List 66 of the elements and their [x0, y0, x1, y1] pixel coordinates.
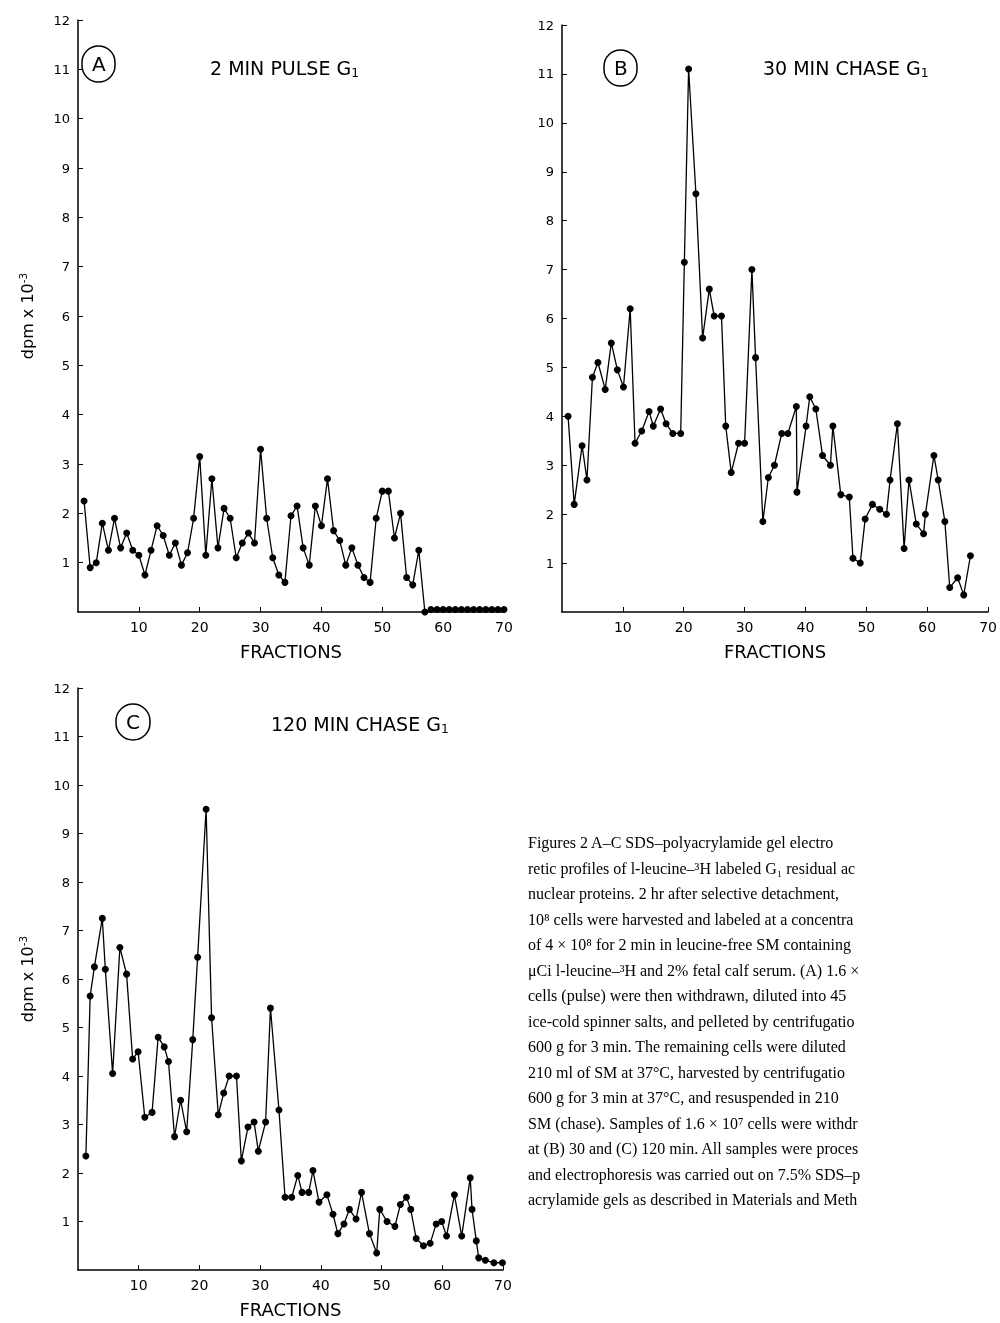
y-tick-label: 9 [545, 164, 554, 180]
y-tick-label: 6 [545, 311, 554, 326]
y-tick-label: 7 [545, 262, 554, 278]
y-tick-label: 7 [61, 259, 70, 275]
x-tick-label: 20 [190, 1277, 209, 1293]
x-tick-label: 10 [129, 1277, 148, 1293]
y-tick-label: 3 [61, 1117, 70, 1132]
y-tick-label: 12 [53, 12, 70, 28]
x-tick-label: 50 [372, 1277, 391, 1293]
y-tick-label: 8 [545, 213, 554, 229]
y-tick-label: 5 [61, 1020, 70, 1035]
x-tick-label: 30 [251, 1277, 270, 1293]
x-tick-label: 40 [796, 619, 815, 635]
x-tick-label: 70 [495, 619, 513, 635]
x-tick-label: 50 [373, 619, 392, 635]
annotation: A [92, 52, 106, 76]
y-tick-label: 2 [61, 1165, 70, 1181]
y-tick-label: 10 [53, 111, 70, 127]
y-tick-label: 11 [537, 66, 554, 82]
x-tick-label: 60 [918, 619, 937, 635]
y-tick-label: 6 [61, 308, 70, 324]
y-tick-label: 2 [545, 506, 554, 522]
x-tick-label: 30 [735, 619, 754, 635]
x-tick-label: 60 [433, 1277, 452, 1293]
y-tick-label: 8 [61, 209, 70, 225]
y-tick-label: 8 [61, 874, 70, 890]
x-tick-label: 20 [674, 619, 693, 635]
y-tick-label: 10 [53, 777, 70, 793]
y-axis-title: dpm x 10-3 [17, 272, 37, 360]
y-tick-label: 9 [61, 160, 70, 176]
y-tick-label: 10 [537, 115, 554, 131]
y-tick-label: 12 [53, 680, 70, 696]
y-tick-label: 4 [61, 1068, 70, 1084]
x-tick-label: 40 [311, 1277, 330, 1293]
x-axis-title: FRACTIONS [724, 640, 827, 662]
y-tick-label: 4 [61, 407, 70, 423]
x-tick-label: 10 [129, 619, 148, 635]
y-tick-label: 5 [61, 357, 70, 373]
x-tick-label: 40 [312, 619, 331, 635]
y-tick-label: 5 [545, 359, 554, 375]
x-tick-label: 70 [494, 1277, 512, 1293]
x-axis-title: FRACTIONS [239, 640, 343, 662]
y-tick-label: 1 [61, 1214, 70, 1229]
y-tick-label: 6 [61, 971, 70, 987]
y-tick-label: 3 [61, 456, 70, 472]
y-tick-label: 12 [537, 17, 554, 33]
y-tick-label: 7 [61, 923, 70, 938]
annotation: C [126, 710, 140, 734]
y-tick-label: 4 [545, 408, 554, 424]
x-tick-label: 20 [190, 619, 209, 635]
y-tick-label: 11 [53, 729, 70, 744]
text: Figures 2 A–C SDS–polyacrylamide gel electro retic profiles of l-leucine–³H labeled G₁ residual ac nuclear proteins. 2 hr after selective detachment, 10⁸ cells were harvested and labeled at a concentra of 4 × 10⁸ for 2 min in leucine-free SM containing μCi l-leucine–³H and 2% fetal calf serum. (A) 1.6 × cells (pulse) were then withdrawn, diluted into 45 ice-cold spinner salts, and pelleted by centrifugatio 600 g for 3 min. The remaining cells were diluted 210 ml of SM at 37°C, harvested by centrifugatio 600 g for 3 min at 37°C, and resuspended in 210 SM (chase). Samples of 1.6 × 10⁷ cells were withdr at (B) 30 and (C) 120 min. All samples were proces and electrophoresis was carried out on 7.5% SDS–p acrylamide gels as described in Materials and Meth [528, 834, 861, 1208]
y-tick-label: 1 [61, 555, 70, 571]
x-tick-label: 70 [979, 619, 998, 635]
y-tick-label: 2 [61, 505, 70, 521]
y-tick-label: 9 [61, 826, 70, 841]
y-tick-label: 1 [545, 555, 554, 571]
y-axis-title: dpm x 10-3 [17, 935, 37, 1023]
annotation: B [614, 56, 628, 80]
y-tick-label: 3 [545, 457, 554, 473]
x-tick-label: 60 [434, 619, 453, 635]
x-tick-label: 30 [251, 619, 270, 635]
x-tick-label: 50 [857, 619, 876, 635]
y-tick-label: 11 [53, 61, 70, 77]
x-axis-title: FRACTIONS [239, 1298, 342, 1320]
x-tick-label: 10 [613, 619, 632, 635]
